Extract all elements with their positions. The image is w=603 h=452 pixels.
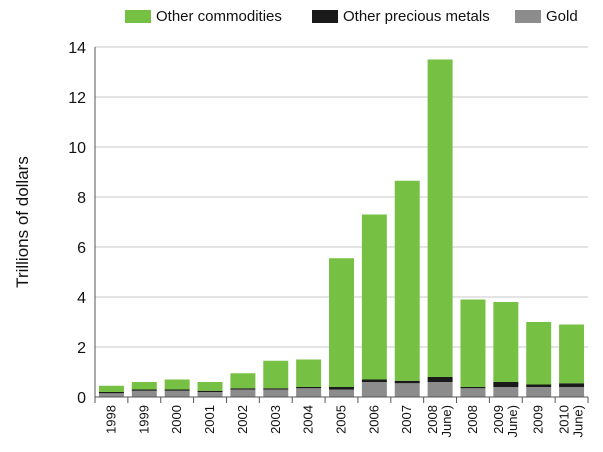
bar-segment-other-commodities [131, 382, 157, 390]
x-tick-label: 2000 [169, 405, 184, 434]
bar-segment-other-commodities [526, 322, 552, 385]
bar-segment-other-precious-metals [559, 383, 585, 387]
bar-segment-other-commodities [230, 373, 256, 389]
y-tick-label: 12 [68, 90, 86, 107]
bar-segment-gold [460, 388, 486, 397]
x-tick-label: 2008 [465, 405, 480, 434]
bar-segment-other-precious-metals [230, 388, 256, 390]
y-tick-label: 6 [77, 240, 86, 257]
bar-segment-gold [526, 387, 552, 397]
bar-segment-other-commodities [296, 359, 322, 387]
y-tick-label: 4 [77, 290, 86, 307]
bar-segment-other-precious-metals [460, 387, 486, 389]
bar-segment-other-commodities [361, 214, 387, 380]
y-tick-label: 14 [68, 40, 86, 57]
legend-swatch [515, 10, 541, 23]
legend-swatch [312, 10, 338, 23]
x-tick-label: 2010June) [557, 405, 586, 438]
bar-segment-other-commodities [427, 59, 453, 377]
bar-segment-gold [493, 387, 519, 397]
y-tick-label: 8 [77, 190, 86, 207]
bar-segment-other-precious-metals [98, 392, 124, 394]
bar-segment-gold [559, 387, 585, 397]
bar-segment-gold [98, 393, 124, 397]
x-tick-label: 2007 [399, 405, 414, 434]
legend-item: Other commodities [125, 8, 282, 25]
bar-segment-other-commodities [493, 302, 519, 382]
y-axis-title: Trillions of dollars [13, 156, 32, 288]
x-tick-label: 2002 [235, 405, 250, 434]
bar-segment-other-commodities [329, 258, 354, 387]
bar-segment-other-precious-metals [197, 390, 223, 392]
x-tick-label: 2009 [531, 405, 546, 434]
legend-label: Other precious metals [343, 8, 490, 25]
legend-label: Gold [546, 8, 578, 25]
x-tick-label: 2001 [202, 405, 217, 434]
bar-segment-other-commodities [559, 324, 585, 384]
x-tick-label: 2008June) [425, 405, 454, 438]
bar-segment-other-precious-metals [361, 379, 387, 382]
bar-segment-gold [164, 390, 190, 397]
x-tick-label: 2006 [366, 405, 381, 434]
bar-segment-gold [329, 389, 354, 397]
bar-segment-other-precious-metals [131, 389, 157, 391]
x-tick-label: 1998 [103, 405, 118, 434]
bar-segment-other-commodities [197, 382, 223, 391]
x-tick-label: 2004 [301, 405, 316, 434]
bar-segment-gold [263, 389, 289, 397]
bar-segment-other-commodities [394, 180, 420, 381]
bar-segment-other-commodities [164, 379, 190, 390]
x-tick-label: 1999 [136, 405, 151, 434]
bar-segment-gold [394, 383, 420, 397]
y-tick-label: 2 [77, 340, 86, 357]
bar-segment-other-precious-metals [394, 380, 420, 384]
legend-label: Other commodities [156, 8, 282, 25]
y-tick-label: 10 [68, 140, 86, 157]
bar-segment-other-commodities [460, 299, 486, 387]
bar-segment-gold [427, 382, 453, 397]
bar-segment-other-precious-metals [526, 384, 552, 387]
bar-segment-other-commodities [98, 385, 124, 392]
x-tick-label: 2003 [268, 405, 283, 434]
bar-segment-other-precious-metals [329, 387, 354, 390]
bar-segment-other-commodities [263, 360, 289, 389]
bar-segment-other-precious-metals [296, 387, 322, 389]
bar-segment-gold [197, 392, 223, 397]
bar-segment-gold [361, 382, 387, 397]
bar-segment-gold [131, 390, 157, 397]
bar-segment-gold [230, 389, 256, 397]
bar-segment-other-precious-metals [493, 382, 519, 387]
legend-item: Other precious metals [312, 8, 490, 25]
y-tick-label: 0 [77, 390, 86, 407]
x-tick-label: 2009June) [491, 405, 520, 438]
bar-segment-other-precious-metals [427, 377, 453, 382]
bar-segment-other-precious-metals [263, 388, 289, 390]
legend-swatch [125, 10, 151, 23]
bar-segment-other-precious-metals [164, 389, 190, 391]
legend-item: Gold [515, 8, 578, 25]
bar-segment-gold [296, 388, 322, 397]
x-tick-label: 2005 [334, 405, 349, 434]
